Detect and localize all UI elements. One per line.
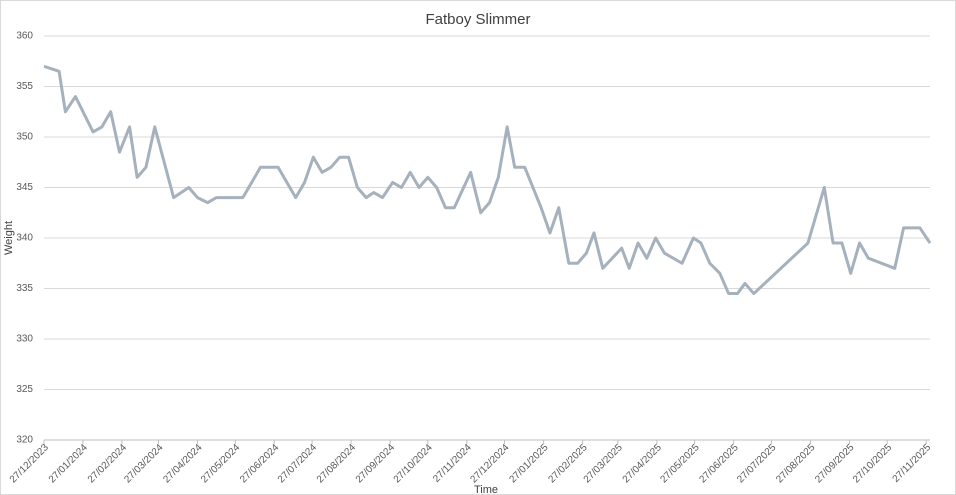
y-tick-label: 345 (16, 182, 33, 193)
data-line (43, 64, 932, 296)
chart-title: Fatboy Slimmer (425, 11, 530, 28)
y-tick-label: 340 (16, 233, 33, 244)
x-axis-title: Time (474, 484, 498, 495)
y-tick-label: 355 (16, 81, 33, 92)
y-tick-label: 360 (16, 31, 33, 42)
y-tick-label: 320 (16, 435, 33, 446)
y-tick-label: 325 (16, 384, 33, 395)
y-axis-title: Weight (3, 221, 15, 255)
y-tick-label: 330 (16, 334, 33, 345)
y-tick-label: 335 (16, 283, 33, 294)
y-tick-label: 350 (16, 132, 33, 143)
